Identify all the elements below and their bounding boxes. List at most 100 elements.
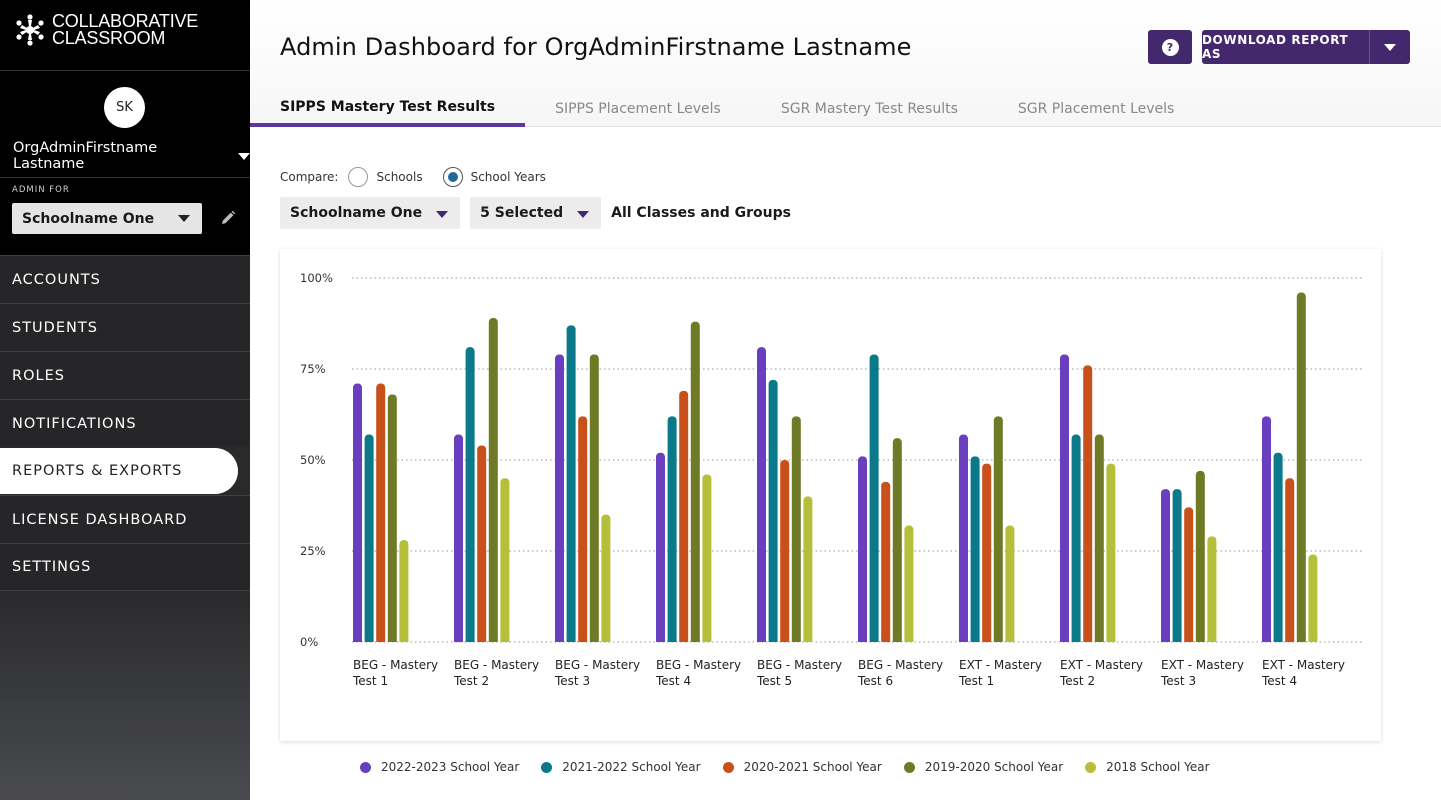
radio-school-years-label[interactable]: School Years xyxy=(470,170,546,184)
tab-sipps-mastery[interactable]: SIPPS Mastery Test Results xyxy=(250,91,526,127)
radio-schools-label[interactable]: Schools xyxy=(376,170,423,184)
chart-bar-base xyxy=(1184,638,1194,642)
chart-bar xyxy=(500,478,510,642)
x-tick-label-line: Test 2 xyxy=(453,674,489,688)
chart-bar-base xyxy=(555,638,564,642)
chart-bar-base xyxy=(858,638,867,642)
nav-item-students[interactable]: STUDENTS xyxy=(0,303,250,351)
legend-dot-icon xyxy=(903,761,915,773)
legend-item: 2019-2020 School Year xyxy=(903,760,1064,774)
chevron-down-icon xyxy=(178,215,190,222)
download-report-label[interactable]: DOWNLOAD REPORT AS xyxy=(1202,30,1370,64)
chart-bar xyxy=(589,354,599,642)
radio-schools[interactable] xyxy=(348,167,369,187)
legend-item: 2022-2023 School Year xyxy=(360,760,519,774)
chart-bar xyxy=(1184,507,1194,642)
chart-bar-base xyxy=(1308,638,1318,642)
legend-item: 2021-2022 School Year xyxy=(541,760,701,774)
chart-bar-base xyxy=(959,638,968,642)
x-tick-label-line: Test 5 xyxy=(756,674,792,688)
chart-bar xyxy=(768,379,778,642)
nav-item-settings[interactable]: SETTINGS xyxy=(0,543,250,591)
chart-bar-base xyxy=(690,638,700,642)
chart-bar-base xyxy=(667,638,677,642)
chart-bar xyxy=(780,460,790,642)
chart-bar-base xyxy=(589,638,599,642)
user-menu[interactable]: OrgAdminFirstname Lastname xyxy=(13,140,250,172)
groups-label: All Classes and Groups xyxy=(611,205,791,221)
nav-item-license-dashboard[interactable]: LICENSE DASHBOARD xyxy=(0,495,250,543)
chart-bar xyxy=(757,347,766,642)
nav-item-notifications[interactable]: NOTIFICATIONS xyxy=(0,399,250,447)
legend-dot-icon xyxy=(541,761,553,773)
download-options-toggle[interactable] xyxy=(1370,30,1410,64)
nav-item-reports-exports[interactable]: REPORTS & EXPORTS xyxy=(0,448,238,494)
chart-bar xyxy=(1005,525,1015,642)
legend-label: 2019-2020 School Year xyxy=(924,760,1064,774)
main-content: Admin Dashboard for OrgAdminFirstname La… xyxy=(250,0,1441,800)
y-tick-label: 100% xyxy=(300,271,333,285)
legend-label: 2021-2022 School Year xyxy=(562,760,701,774)
x-tick-label-line: BEG - Mastery xyxy=(555,658,640,672)
chart-bar-base xyxy=(454,638,463,642)
chart-bar xyxy=(959,434,968,642)
nav-item-label: STUDENTS xyxy=(12,319,98,336)
x-tick-label: BEG - Mastery Test 6 xyxy=(857,658,943,688)
chart-bar xyxy=(601,514,611,642)
chart-bar xyxy=(1308,554,1318,642)
nav-item-label: ROLES xyxy=(12,367,65,384)
x-tick-label-line: EXT - Mastery xyxy=(1262,658,1345,672)
legend-dot-icon xyxy=(360,761,371,773)
years-filter-dropdown[interactable]: 5 Selected xyxy=(470,197,602,229)
download-report-button[interactable]: DOWNLOAD REPORT AS xyxy=(1202,30,1410,64)
nav-item-accounts[interactable]: ACCOUNTS xyxy=(0,255,250,303)
chart-bar xyxy=(364,434,374,642)
chart-bar-base xyxy=(869,638,879,642)
chart-bar-base xyxy=(477,638,487,642)
chart-bar-base xyxy=(387,638,397,642)
nav-item-label: SETTINGS xyxy=(12,559,92,575)
chart-bar-base xyxy=(578,638,588,642)
logo-line-1: COLLABORATIVE xyxy=(52,11,199,31)
help-button[interactable]: ? xyxy=(1148,30,1192,64)
chart-bar-base xyxy=(982,638,992,642)
chart-bar-base xyxy=(376,638,386,642)
chevron-down-icon xyxy=(577,210,590,218)
x-tick-label: BEG - Mastery Test 2 xyxy=(453,658,539,688)
chart-bar xyxy=(904,525,914,642)
chart-bar-base xyxy=(1094,638,1104,642)
chart-bar-base xyxy=(768,638,778,642)
chart-bar xyxy=(1083,365,1093,642)
chart-bar xyxy=(454,434,463,642)
nav-item-label: REPORTS & EXPORTS xyxy=(12,463,183,479)
chart-bar xyxy=(1172,489,1182,642)
chart-bar-base xyxy=(465,638,475,642)
radio-school-years[interactable] xyxy=(442,167,463,187)
collaborative-classroom-logo[interactable]: COLLABORATIVE CLASSROOM xyxy=(12,12,198,48)
logo-star-icon xyxy=(16,14,44,46)
chevron-down-icon xyxy=(238,152,250,160)
chart-bar-base xyxy=(1296,638,1306,642)
sidebar-divider xyxy=(0,177,250,178)
sidebar-header: COLLABORATIVE CLASSROOM SK OrgAdminFirst… xyxy=(0,0,250,255)
pencil-icon[interactable] xyxy=(220,210,236,226)
legend-label: 2020-2021 School Year xyxy=(743,760,882,774)
chart-bar xyxy=(656,452,665,642)
avatar[interactable]: SK xyxy=(104,87,145,128)
x-tick-label-line: BEG - Mastery xyxy=(858,658,943,672)
chart-bar xyxy=(555,354,564,642)
x-tick-label-line: EXT - Mastery xyxy=(1060,658,1143,672)
nav-item-roles[interactable]: ROLES xyxy=(0,351,250,399)
school-select[interactable]: Schoolname One xyxy=(12,203,202,234)
chart-bar xyxy=(399,540,409,642)
chart-bar xyxy=(1273,452,1283,642)
tab-sgr-mastery[interactable]: SGR Mastery Test Results xyxy=(780,101,958,117)
tab-sipps-placement[interactable]: SIPPS Placement Levels xyxy=(555,101,721,117)
x-tick-label-line: BEG - Mastery xyxy=(757,658,842,672)
tab-sgr-placement[interactable]: SGR Placement Levels xyxy=(1017,101,1175,117)
chart-bar xyxy=(791,416,801,642)
chart-bar-base xyxy=(601,638,611,642)
school-filter-dropdown[interactable]: Schoolname One xyxy=(280,197,461,229)
compare-label: Compare: xyxy=(280,170,339,184)
chart-bar xyxy=(892,438,902,642)
